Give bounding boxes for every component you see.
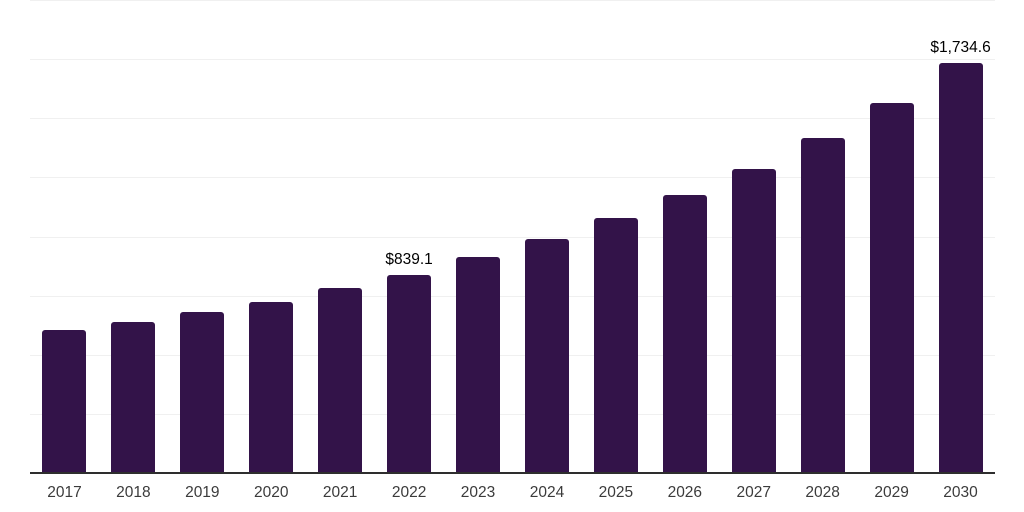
gridline-500 <box>30 354 995 356</box>
x-tick-label-2019: 2019 <box>185 484 220 501</box>
x-tick-label-2022: 2022 <box>391 484 427 501</box>
bar-2030 <box>938 62 983 473</box>
x-tick-label-2027: 2027 <box>736 484 771 501</box>
bar-2025 <box>593 218 638 473</box>
gridline-1000 <box>30 236 995 238</box>
bar-2021 <box>318 288 363 473</box>
x-tick-label-2020: 2020 <box>254 484 289 501</box>
bar-2028 <box>800 138 845 473</box>
x-tick-label-2021: 2021 <box>322 484 358 501</box>
x-tick-label-2024: 2024 <box>529 484 565 501</box>
x-tick-label-2026: 2026 <box>667 484 703 501</box>
x-axis-line <box>30 472 995 474</box>
bar-2017 <box>42 330 87 473</box>
x-tick-label-2029: 2029 <box>874 484 909 501</box>
bar-2018 <box>111 322 156 473</box>
x-tick-label-2023: 2023 <box>460 484 496 501</box>
gridline-1500 <box>30 118 995 120</box>
bar-2024 <box>524 239 569 473</box>
bar-2026 <box>662 195 707 473</box>
gridline-250 <box>30 413 995 415</box>
x-tick-label-2028: 2028 <box>805 484 840 501</box>
bar-2020 <box>249 302 294 473</box>
gridline-2000 <box>30 0 995 1</box>
value-label-2030: $1,734.6 <box>930 38 991 56</box>
bar-2022 <box>387 274 432 473</box>
x-tick-label-2025: 2025 <box>598 484 634 501</box>
x-tick-label-2030: 2030 <box>943 484 978 501</box>
bar-2029 <box>869 103 914 473</box>
gridline-1750 <box>30 59 995 61</box>
bar-2027 <box>731 169 776 473</box>
x-tick-label-2018: 2018 <box>116 484 151 501</box>
bar-2019 <box>180 312 225 473</box>
x-tick-label-2017: 2017 <box>47 484 82 501</box>
bar-2023 <box>456 257 501 473</box>
gridline-1250 <box>30 177 995 179</box>
gridline-750 <box>30 295 995 297</box>
value-label-2022: $839.1 <box>385 250 433 268</box>
